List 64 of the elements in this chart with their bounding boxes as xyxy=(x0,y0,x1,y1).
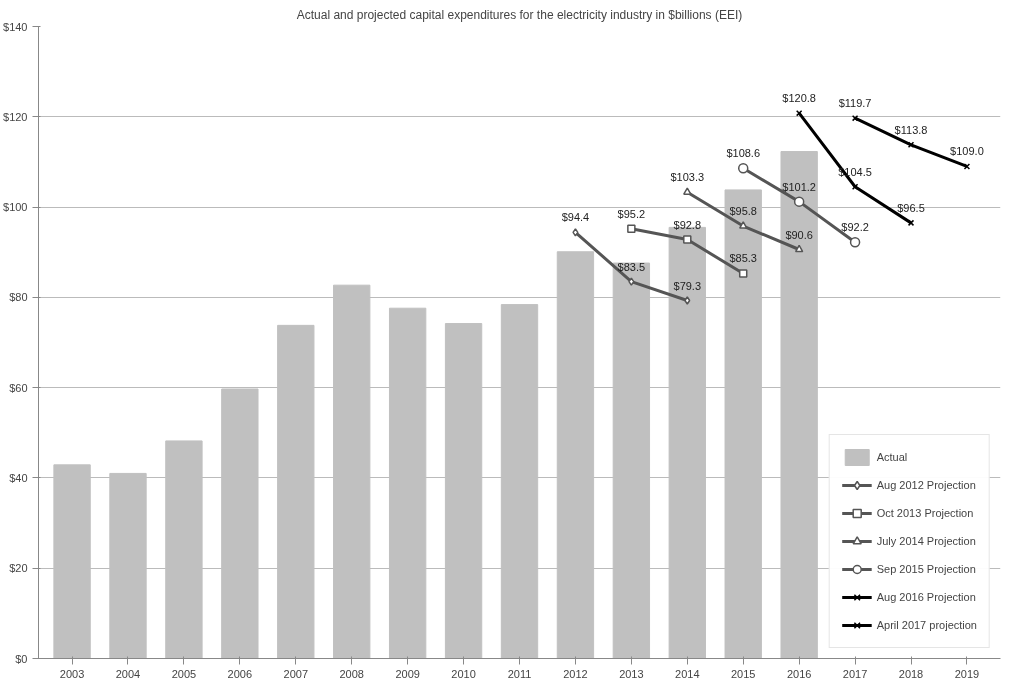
legend-label: Actual xyxy=(876,451,908,463)
x-tick-label: 2006 xyxy=(227,667,253,680)
point xyxy=(684,296,691,305)
data-label: $95.2 xyxy=(617,207,646,220)
point xyxy=(738,269,748,278)
data-label: $85.3 xyxy=(729,252,757,265)
point xyxy=(851,114,859,122)
x-tick-label: 2009 xyxy=(395,667,420,680)
y-tick-label: $0 xyxy=(15,652,28,665)
data-label: $83.5 xyxy=(617,260,646,273)
y-tick-label: $20 xyxy=(9,562,28,575)
x-tick-label: 2004 xyxy=(115,667,141,680)
data-label: $113.8 xyxy=(894,123,928,136)
y-tick-label: $140 xyxy=(3,20,28,33)
x-tick-label: 2019 xyxy=(954,667,980,680)
x-tick-label: 2010 xyxy=(451,667,476,680)
point xyxy=(683,187,692,195)
point xyxy=(738,221,748,229)
point xyxy=(793,196,805,207)
y-tick-label: $80 xyxy=(9,291,28,304)
point xyxy=(795,109,803,117)
x-tick-label: 2003 xyxy=(59,667,85,680)
x-tick-label: 2011 xyxy=(507,667,532,680)
legend-label: Sep 2015 Projection xyxy=(876,563,976,575)
data-label: $92.2 xyxy=(841,221,869,234)
point xyxy=(794,244,804,253)
point xyxy=(628,277,635,286)
x-tick-label: 2016 xyxy=(786,667,812,680)
legend-label: July 2014 Projection xyxy=(876,535,976,547)
x-tick-label: 2018 xyxy=(898,667,924,680)
point xyxy=(849,237,861,248)
y-tick-label: $40 xyxy=(9,471,28,484)
data-label: $120.8 xyxy=(782,92,816,105)
x-tick-label: 2012 xyxy=(563,667,588,680)
point xyxy=(737,163,749,174)
data-label: $95.8 xyxy=(729,205,757,218)
data-label: $79.3 xyxy=(673,279,702,292)
y-tick-label: $120 xyxy=(3,110,28,123)
data-label: $96.5 xyxy=(897,201,925,214)
x-tick-label: 2017 xyxy=(842,667,868,680)
x-tick-label: 2013 xyxy=(619,667,644,680)
x-tick-label: 2014 xyxy=(675,667,700,680)
x-tick-label: 2007 xyxy=(283,667,309,680)
point xyxy=(683,235,692,244)
x-tick-label: 2005 xyxy=(171,667,197,680)
data-label: $108.6 xyxy=(726,147,761,160)
y-tick-label: $100 xyxy=(3,201,28,214)
x-tick-label: 2015 xyxy=(730,667,756,680)
legend-label: April 2017 projection xyxy=(876,619,977,631)
data-label: $94.4 xyxy=(561,211,590,224)
data-label: $92.8 xyxy=(673,218,702,231)
x-tick-label: 2008 xyxy=(339,667,364,680)
legend-label: Aug 2012 Projection xyxy=(876,479,976,491)
point xyxy=(572,228,579,237)
legend-label: Aug 2016 Projection xyxy=(876,591,976,603)
data-label: $101.2 xyxy=(782,180,816,193)
data-label: $109.0 xyxy=(950,145,984,158)
y-tick-label: $60 xyxy=(9,381,28,394)
point xyxy=(627,224,636,233)
data-label: $90.6 xyxy=(785,228,813,241)
chart-title: Actual and projected capital expenditures for the electricity industry in $billions (EEI) xyxy=(296,7,743,22)
data-label: $119.7 xyxy=(838,97,872,110)
legend-label: Oct 2013 Projection xyxy=(876,507,974,519)
data-label: $103.3 xyxy=(670,171,705,184)
